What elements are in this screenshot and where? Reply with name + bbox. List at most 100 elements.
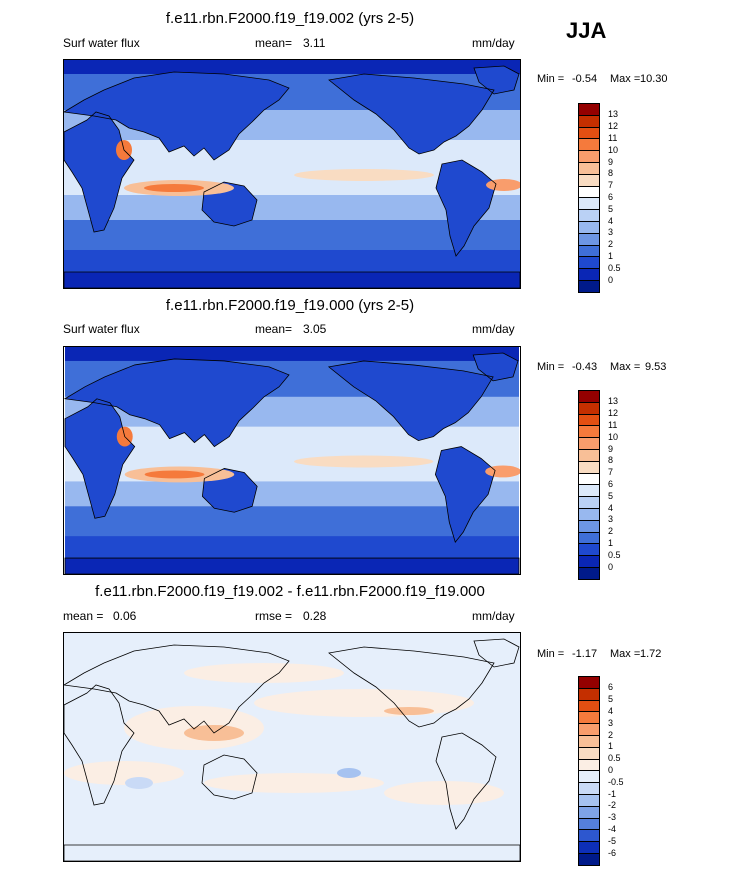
namerica-outline	[328, 73, 495, 155]
samerica-outline	[435, 159, 497, 257]
panel-title: f.e11.rbn.F2000.f19_f19.002 - f.e11.rbn.…	[95, 583, 485, 600]
precipitation-map	[63, 346, 521, 575]
colorbar-box	[578, 567, 600, 580]
colorbar-tick-label: 3	[608, 227, 614, 238]
indian-ocean-core	[144, 470, 205, 479]
panel-title: f.e11.rbn.F2000.f19_f19.002 (yrs 2-5)	[165, 10, 415, 27]
min-value: -0.54	[572, 73, 598, 85]
colorbar-tick-label: 9	[608, 443, 614, 454]
australia-outline	[201, 181, 258, 227]
colorbar-tick-label: 5	[608, 694, 614, 705]
antarctica-outline	[64, 557, 520, 574]
colorbar-tick-label: 0	[608, 764, 614, 775]
colorbar-tick-label: 2	[608, 526, 614, 537]
min-label: Min =	[537, 648, 565, 660]
colorbar-tick-label: 4	[608, 215, 614, 226]
australia-outline	[201, 468, 258, 513]
atlantic-maximum	[485, 465, 520, 478]
colorbar-tick-label: 10	[608, 431, 619, 442]
colorbar-tick-label: 0.5	[608, 262, 621, 273]
colorbar-box	[578, 280, 600, 293]
antarctica-outline	[64, 271, 520, 288]
pacific-maximum	[294, 169, 434, 181]
colorbar-tick-label: 13	[608, 109, 619, 120]
mean-label: mean =	[63, 609, 104, 623]
eurasia-outline	[64, 358, 290, 448]
antarctica-land	[64, 272, 520, 288]
colorbar-tick-label: 10	[608, 144, 619, 155]
greenland-land	[473, 352, 519, 381]
colorbar-tick-label: 4	[608, 502, 614, 513]
variable-label: Surf water flux	[63, 322, 140, 336]
panel-title: f.e11.rbn.F2000.f19_f19.000 (yrs 2-5)	[165, 297, 415, 314]
max-label: Max =	[610, 73, 641, 85]
namerica-land	[329, 74, 494, 154]
namerica-outline	[328, 646, 495, 728]
colorbar-tick-label: 6	[608, 682, 614, 693]
colorbar-tick-label: -3	[608, 812, 617, 823]
colorbar-tick-label: 0.5	[608, 753, 621, 764]
indian-ocean-core	[144, 184, 204, 192]
max-value: 9.53	[645, 361, 667, 373]
namerica-outline	[327, 360, 494, 442]
colorbar-tick-label: -5	[608, 835, 617, 846]
units-label: mm/day	[472, 36, 515, 50]
max-label: Max =	[610, 648, 641, 660]
samerica-land	[435, 446, 496, 543]
precipitation-map	[63, 59, 521, 289]
pacific-maximum	[293, 455, 434, 468]
arctic-band	[64, 60, 520, 74]
africa-outline	[64, 398, 136, 519]
units-label: mm/day	[472, 609, 515, 623]
namerica-land	[328, 360, 494, 441]
colorbar-tick-label: 4	[608, 705, 614, 716]
colorbar-tick-label: -1	[608, 788, 617, 799]
colorbar-tick-label: 11	[608, 419, 618, 430]
colorbar-tick-label: 6	[608, 478, 614, 489]
africa-land	[64, 112, 134, 232]
colorbar-tick-label: 2	[608, 729, 614, 740]
positive-anomaly-core	[384, 707, 434, 715]
positive-anomaly	[204, 773, 384, 793]
colorbar-tick-label: 13	[608, 396, 619, 407]
colorbar-tick-label: 12	[608, 408, 619, 419]
colorbar-tick-label: 9	[608, 156, 614, 167]
africa-land	[65, 398, 135, 519]
antarctica-land	[65, 558, 519, 574]
colorbar-tick-label: -2	[608, 800, 617, 811]
colorbar: 6 5 4 3 2 1 0.5 0 -0.5 -1 -2 -3 -4 -5 -6	[578, 676, 624, 866]
africa-outline	[64, 684, 135, 806]
mean-label: mean=	[255, 36, 293, 50]
colorbar-tick-label: 6	[608, 191, 614, 202]
colorbar-tick-label: 7	[608, 467, 614, 478]
colorbar-tick-label: 3	[608, 514, 614, 525]
min-label: Min =	[537, 361, 565, 373]
colorbar-tick-label: 7	[608, 180, 614, 191]
colorbar-tick-label: 12	[608, 121, 619, 132]
max-value: 1.72	[640, 648, 662, 660]
mean-value: 3.11	[303, 36, 326, 50]
eurasia-outline	[64, 71, 290, 161]
negative-anomaly	[337, 768, 361, 778]
colorbar-tick-label: -0.5	[608, 776, 624, 787]
units-label: mm/day	[472, 322, 515, 336]
positive-anomaly	[64, 761, 184, 785]
colorbar-tick-label: 11	[608, 132, 618, 143]
negative-anomaly	[125, 777, 153, 789]
min-value: -1.17	[572, 648, 598, 660]
samerica-outline	[434, 446, 496, 543]
greenland-outline	[472, 352, 519, 382]
colorbar-tick-label: 0	[608, 274, 614, 285]
max-value: 10.30	[640, 73, 668, 85]
colorbar-tick-label: -4	[608, 823, 617, 834]
greenland-outline	[473, 65, 520, 95]
colorbar: 13 12 11 10 9 8 7 6 5 4 3 2 1 0.5 0	[578, 390, 621, 580]
difference-map	[63, 632, 521, 862]
australia-outline	[201, 754, 258, 800]
positive-anomaly	[254, 689, 474, 717]
colorbar-tick-label: 5	[608, 203, 614, 214]
colorbar-tick-label: 8	[608, 455, 614, 466]
colorbar-tick-label: 8	[608, 168, 614, 179]
colorbar-tick-label: 1	[608, 250, 614, 261]
rmse-label: rmse =	[255, 609, 293, 623]
